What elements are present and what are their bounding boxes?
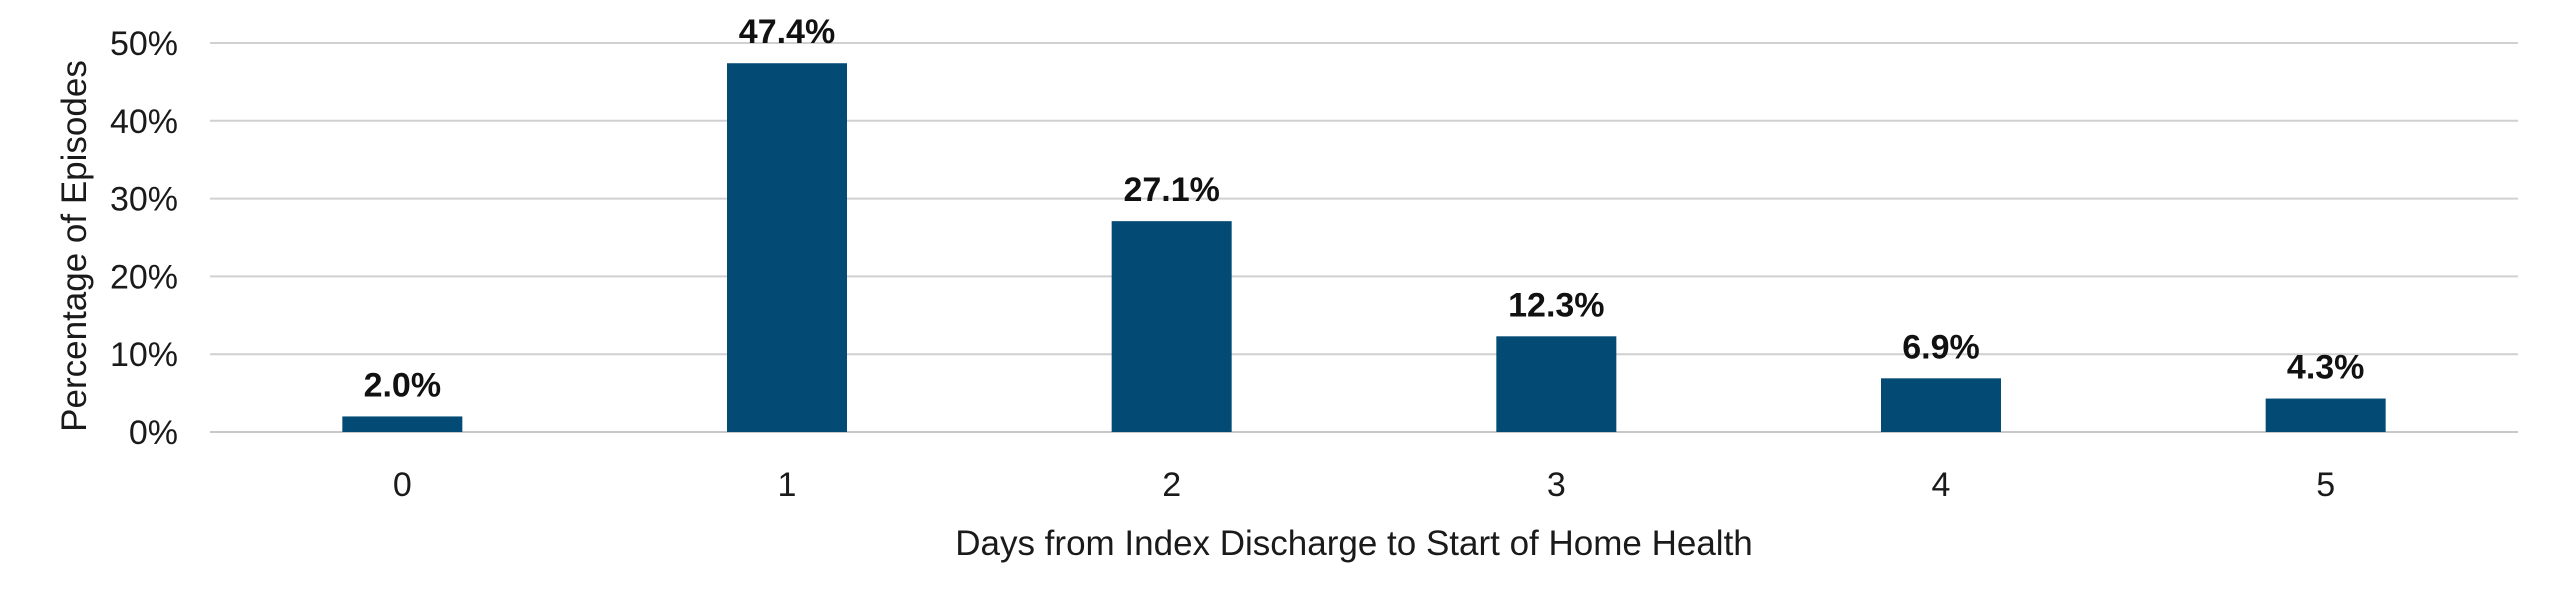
y-tick-label: 40%	[110, 103, 178, 141]
x-tick-label-3: 3	[1547, 466, 1566, 504]
data-label-4: 6.9%	[1902, 328, 1980, 366]
y-tick-label: 50%	[110, 25, 178, 63]
bar-0	[342, 416, 463, 432]
x-tick-label-2: 2	[1162, 466, 1181, 504]
bar-2	[1111, 221, 1232, 432]
data-label-3: 12.3%	[1508, 286, 1604, 324]
y-axis-ticks: 0% 10% 20% 30% 40% 50%	[110, 25, 178, 452]
gridlines	[210, 42, 2518, 433]
y-tick-label: 20%	[110, 258, 178, 296]
data-label-1: 47.4%	[739, 13, 835, 51]
bar-3	[1496, 336, 1617, 432]
x-axis-ticks: 0 1 2 3 4 5	[393, 466, 2335, 504]
bar-5	[2265, 398, 2386, 432]
bars	[342, 63, 2386, 433]
x-tick-label-0: 0	[393, 466, 412, 504]
y-axis-title: Percentage of Episodes	[55, 60, 94, 432]
x-tick-label-5: 5	[2316, 466, 2335, 504]
y-tick-label: 0%	[129, 414, 178, 452]
bar-1	[727, 63, 847, 433]
x-tick-label-4: 4	[1932, 466, 1951, 504]
data-label-2: 27.1%	[1123, 171, 1219, 209]
data-labels: 2.0% 47.4% 27.1% 12.3% 6.9% 4.3%	[364, 13, 2365, 404]
x-axis-title: Days from Index Discharge to Start of Ho…	[955, 524, 1753, 563]
bar-4	[1881, 378, 2001, 432]
y-tick-label: 30%	[110, 181, 178, 219]
y-tick-label: 10%	[110, 336, 178, 374]
x-tick-label-1: 1	[778, 466, 797, 504]
data-label-0: 2.0%	[364, 366, 442, 404]
data-label-5: 4.3%	[2287, 349, 2365, 387]
